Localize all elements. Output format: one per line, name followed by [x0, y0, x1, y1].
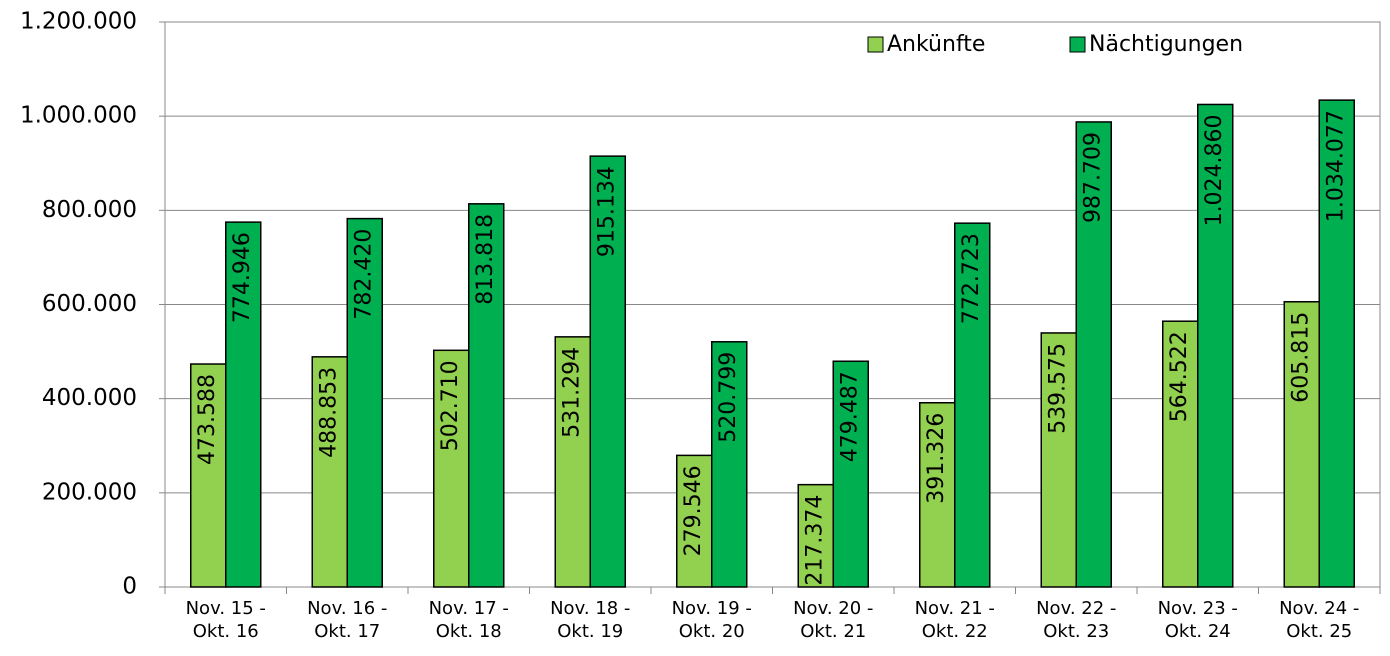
- legend-label: Nächtigungen: [1089, 32, 1243, 57]
- y-tick-label: 800.000: [42, 197, 137, 223]
- x-tick-label: Nov. 20 - Okt. 21: [793, 598, 874, 642]
- x-tick-label: Nov. 17 - Okt. 18: [428, 598, 509, 642]
- y-tick-label: 400.000: [42, 385, 137, 411]
- bar: [1075, 121, 1112, 588]
- data-label: 774.946: [230, 232, 255, 323]
- x-tick-label: Nov. 22 - Okt. 23: [1036, 598, 1117, 642]
- x-tick-label: Nov. 21 - Okt. 22: [914, 598, 995, 642]
- x-tick-label: Nov. 19 - Okt. 20: [671, 598, 752, 642]
- data-label: 520.799: [716, 352, 741, 443]
- bar: [346, 217, 383, 588]
- bar: [433, 349, 470, 588]
- bar: [190, 363, 227, 588]
- data-label: 987.709: [1081, 132, 1106, 223]
- data-label: 605.815: [1289, 312, 1314, 403]
- data-label: 813.818: [473, 214, 498, 305]
- bar: [468, 203, 505, 588]
- y-tick-label: 1.200.000: [20, 9, 137, 35]
- bar: [954, 222, 991, 588]
- bar: [1197, 103, 1234, 588]
- data-label: 488.853: [317, 367, 342, 458]
- x-tick-label: Nov. 18 - Okt. 19: [550, 598, 631, 642]
- data-label: 473.588: [195, 374, 220, 465]
- bar: [1040, 332, 1077, 588]
- bar: [554, 336, 591, 588]
- x-tick-label: Nov. 23 - Okt. 24: [1157, 598, 1238, 642]
- x-tick-label: Nov. 24 - Okt. 25: [1279, 598, 1360, 642]
- data-label: 772.723: [959, 233, 984, 324]
- bar: [311, 356, 348, 588]
- bar: [1162, 320, 1199, 588]
- y-tick-label: 600.000: [42, 291, 137, 317]
- data-label: 531.294: [560, 347, 585, 438]
- bar: [676, 454, 713, 588]
- bar: [797, 483, 834, 588]
- bar: [711, 341, 748, 588]
- bar: [589, 155, 626, 588]
- data-label: 1.024.860: [1202, 114, 1227, 226]
- data-label: 915.134: [595, 166, 620, 257]
- x-tick-label: Nov. 15 - Okt. 16: [185, 598, 266, 642]
- data-label: 539.575: [1046, 343, 1071, 434]
- data-label: 479.487: [838, 371, 863, 462]
- legend-swatch: [1069, 36, 1086, 53]
- bar: [1283, 301, 1320, 588]
- data-label: 782.420: [352, 229, 377, 320]
- y-tick-label: 1.000.000: [20, 103, 137, 129]
- legend-swatch: [867, 36, 884, 53]
- data-label: 1.034.077: [1324, 110, 1349, 222]
- data-label: 217.374: [803, 495, 828, 586]
- bar: [225, 221, 262, 588]
- data-label: 502.710: [438, 360, 463, 451]
- x-tick-label: Nov. 16 - Okt. 17: [307, 598, 388, 642]
- data-label: 564.522: [1167, 331, 1192, 422]
- bar: [919, 402, 956, 588]
- data-label: 279.546: [681, 465, 706, 556]
- y-tick-label: 0: [122, 574, 137, 600]
- bar: [1318, 99, 1355, 588]
- data-label: 391.326: [924, 413, 949, 504]
- legend-label: Ankünfte: [887, 32, 985, 57]
- bar: [832, 360, 869, 588]
- y-tick-label: 200.000: [42, 479, 137, 505]
